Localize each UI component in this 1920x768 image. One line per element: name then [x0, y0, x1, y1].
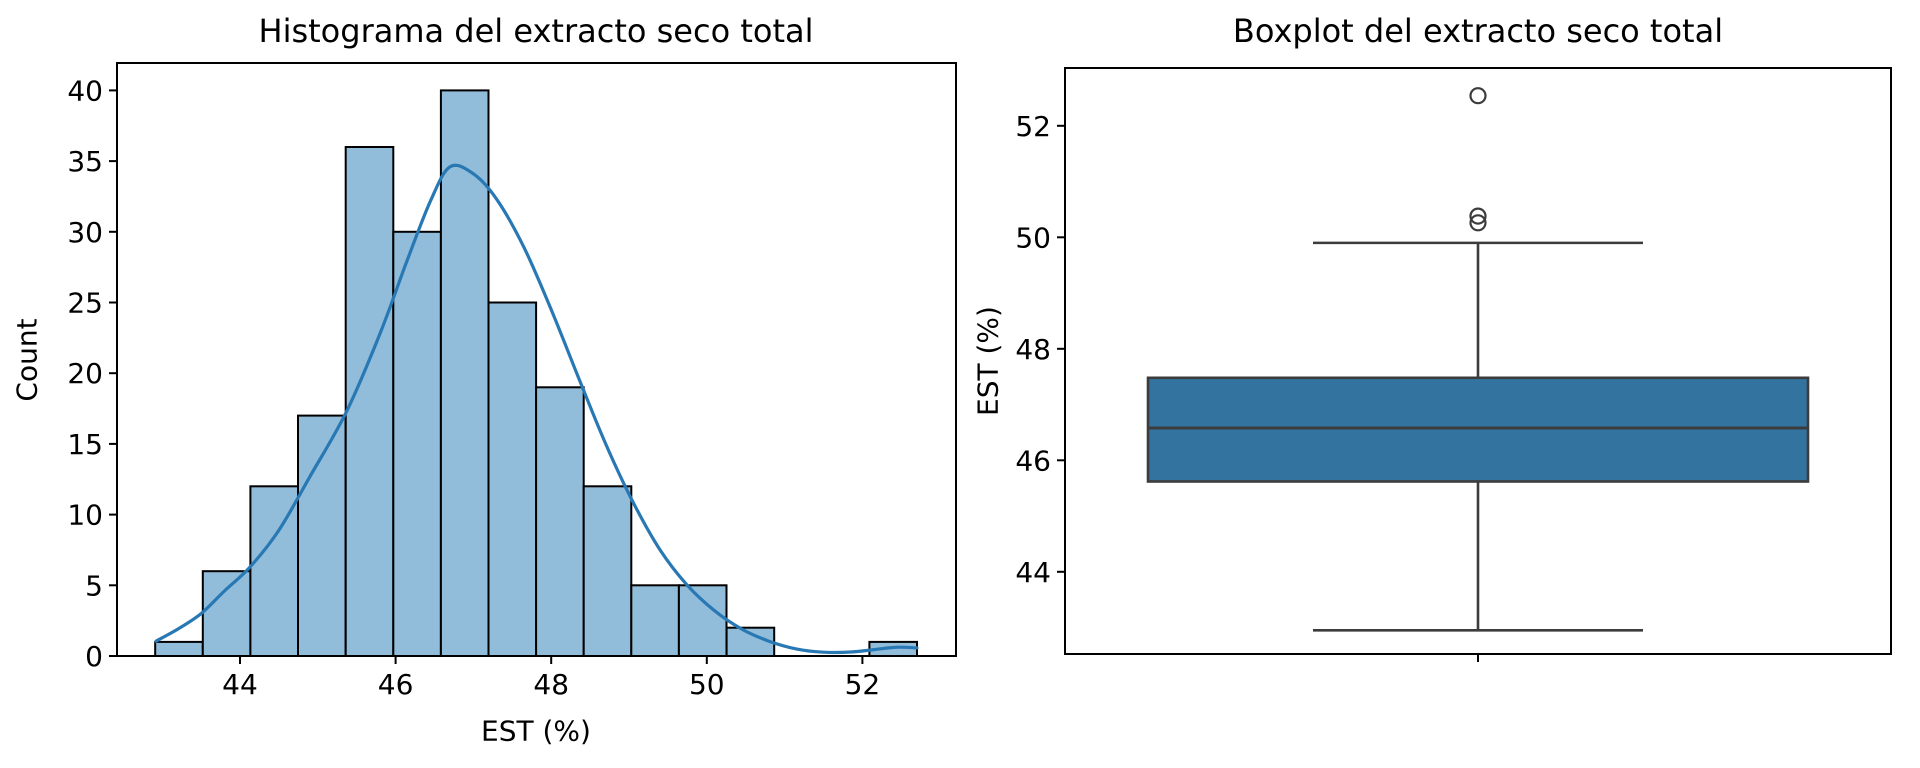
histogram-bar	[154, 640, 204, 658]
y-tick-label: 10	[67, 499, 103, 532]
kde-curve	[154, 163, 919, 655]
histogram-bar	[297, 414, 347, 657]
y-tick-label: 5	[85, 569, 103, 602]
x-tick-label: 50	[689, 668, 725, 701]
y-tick-label: 52	[1015, 110, 1051, 143]
histogram-bar	[630, 584, 680, 657]
histogram-bar	[201, 570, 252, 658]
outlier-point	[1469, 87, 1487, 105]
histogram-bar	[439, 89, 490, 657]
histogram-bar	[677, 584, 728, 657]
y-tick-label: 35	[67, 145, 103, 178]
y-tick-label: 15	[67, 428, 103, 461]
histogram-xlabel: EST (%)	[481, 714, 591, 748]
y-tick-label: 48	[1015, 333, 1051, 366]
histogram-axes-frame	[116, 62, 957, 657]
histogram-bar	[582, 485, 633, 657]
boxplot-ylabel: EST (%)	[971, 306, 1005, 416]
y-tick-label: 40	[67, 74, 103, 107]
y-tick-label: 44	[1015, 556, 1051, 589]
y-tick-label: 0	[85, 640, 103, 673]
iqr-box	[1146, 376, 1810, 483]
y-tick-label: 20	[67, 357, 103, 390]
boxplot-title: Boxplot del extracto seco total	[1232, 12, 1724, 50]
histogram-ylabel: Count	[10, 318, 44, 402]
histogram-title: Histograma del extracto seco total	[258, 12, 814, 50]
y-tick-label: 25	[67, 287, 103, 320]
histogram-bar	[344, 146, 395, 657]
x-tick-label: 48	[533, 668, 569, 701]
y-tick-label: 30	[67, 216, 103, 249]
histogram-bar	[535, 386, 585, 657]
y-tick-label: 50	[1015, 221, 1051, 254]
histogram-bar	[392, 230, 442, 658]
x-tick-label: 52	[845, 668, 881, 701]
x-tick-label: 44	[222, 668, 258, 701]
outlier-point	[1469, 207, 1487, 225]
x-tick-label: 46	[378, 668, 414, 701]
y-tick-label: 46	[1015, 444, 1051, 477]
histogram-bar	[487, 301, 538, 657]
outlier-point	[1469, 214, 1487, 232]
